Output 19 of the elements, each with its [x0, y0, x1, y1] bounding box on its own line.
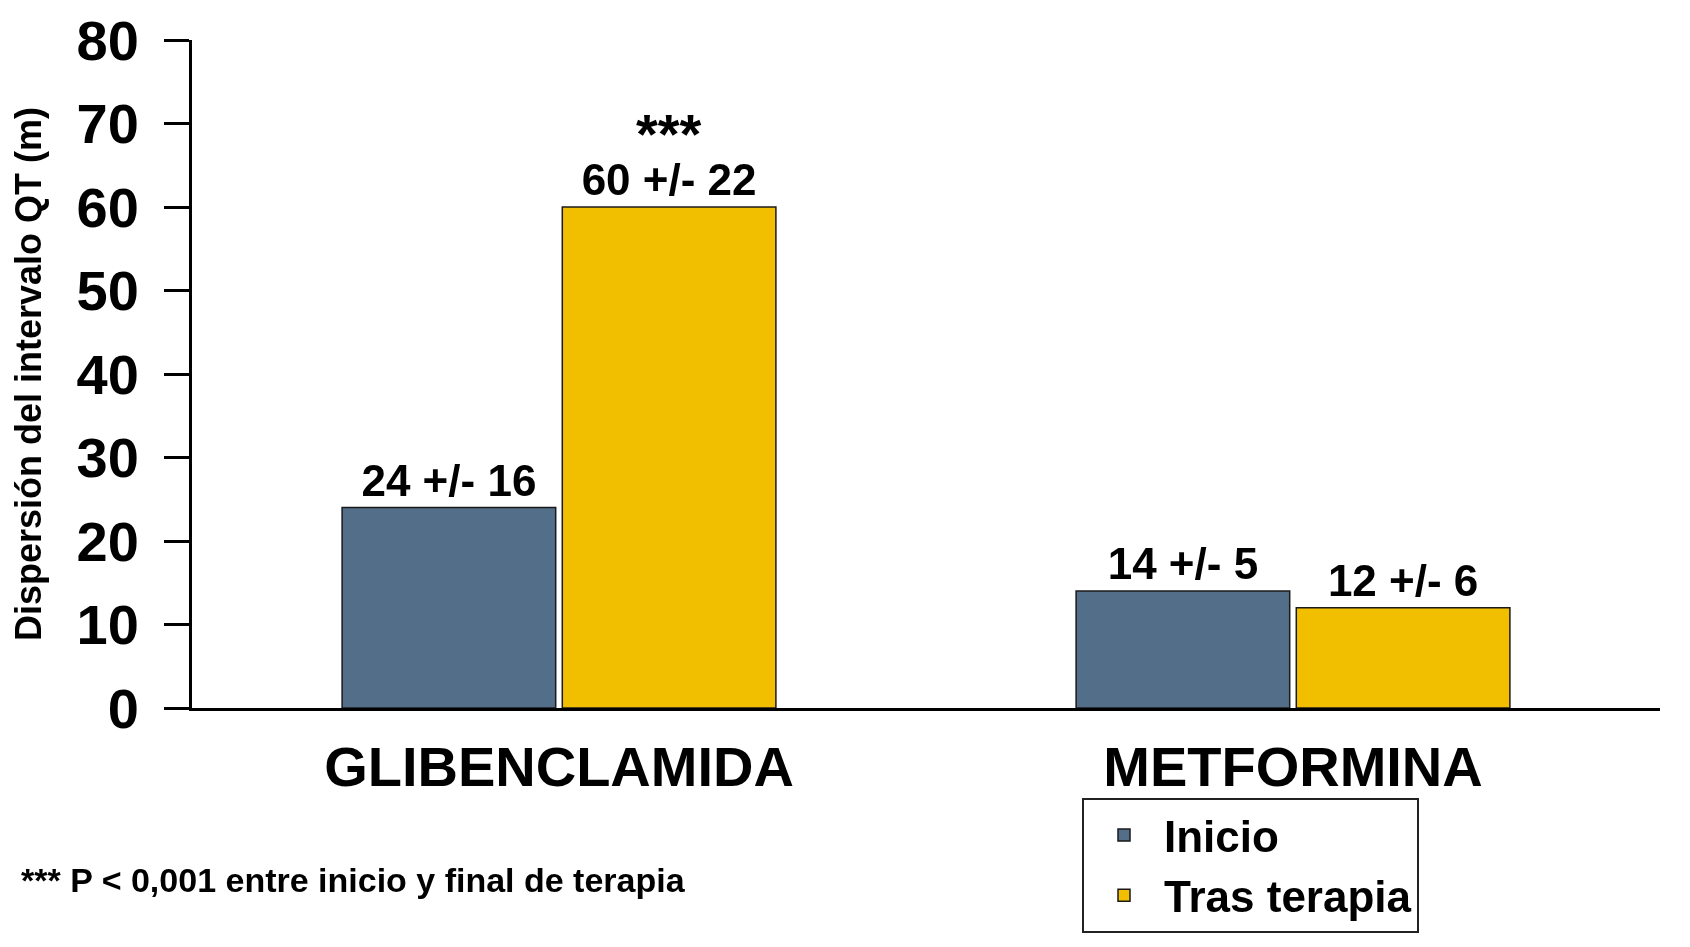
legend-label: Tras terapia: [1164, 872, 1412, 922]
data-label: 60 +/- 22: [581, 155, 757, 204]
text: *** P < 0,001 entre inicio y final de terapia: [21, 861, 686, 899]
y-tick-label: 0: [107, 676, 139, 740]
x-tick-label: GLIBENCLAMIDA: [324, 735, 794, 799]
y-tick-label: 70: [76, 92, 139, 156]
y-tick-label: 40: [76, 342, 139, 406]
y-tick-label: 50: [76, 259, 139, 323]
y-tick-label: 60: [76, 175, 139, 239]
x-tick-label: METFORMINA: [1103, 735, 1483, 799]
data-label: 24 +/- 16: [361, 455, 537, 505]
y-axis-title: Dispersión del intervalo QT (m): [8, 106, 50, 642]
y-tick-label: 80: [76, 8, 139, 72]
y-tick-label: 20: [76, 509, 139, 573]
y-tick-label: 30: [76, 426, 139, 490]
data-label: 12 +/- 6: [1327, 555, 1479, 605]
data-label: 14 +/- 5: [1107, 539, 1259, 589]
legend-label: Inicio: [1164, 812, 1279, 862]
y-tick-label: 10: [76, 593, 139, 657]
